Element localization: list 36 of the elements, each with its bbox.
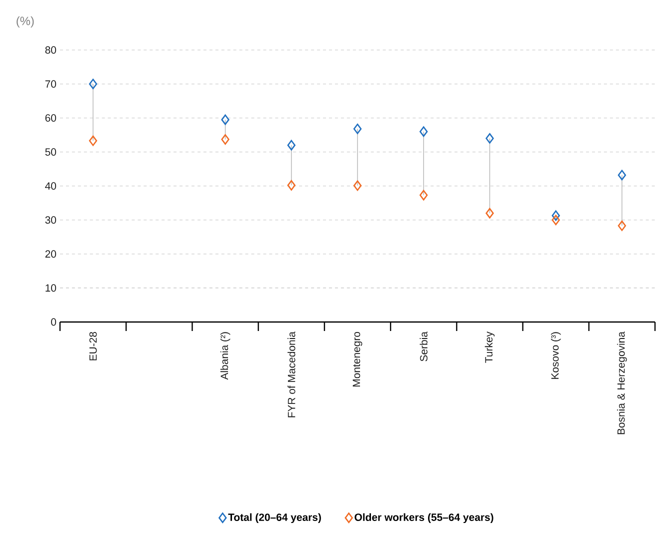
point	[420, 126, 428, 137]
x-tick-label: EU-28	[89, 332, 97, 360]
y-tick-label: 50	[45, 148, 56, 156]
y-tick-label: 70	[45, 80, 56, 88]
legend-label: Total (20–64 years)	[228, 513, 321, 524]
y-tick-label: 10	[46, 284, 56, 292]
y-tick-label: 30	[45, 216, 56, 224]
point	[552, 214, 560, 226]
y-tick-label: 80	[45, 46, 56, 54]
x-tick-label: FYR of Macedonia	[288, 332, 296, 418]
legend-label: Older workers (55–64 years)	[354, 513, 494, 524]
point	[88, 136, 98, 146]
x-tick-label: Turkey	[484, 332, 495, 363]
point	[221, 134, 230, 145]
y-tick-label: 0	[51, 318, 56, 326]
point	[287, 140, 296, 150]
point	[618, 170, 626, 180]
point	[353, 124, 362, 134]
x-tick-label: Montenegro	[352, 332, 362, 386]
x-tick-label: Albania (²)	[220, 332, 230, 380]
point	[618, 220, 626, 232]
x-tick-label: Kosovo (³)	[550, 332, 561, 379]
y-tick-label: 40	[45, 182, 56, 190]
point	[88, 78, 98, 90]
point	[486, 208, 494, 218]
y-tick-label: 60	[45, 114, 56, 122]
x-tick-label: Serbia	[420, 332, 428, 362]
point	[287, 180, 296, 191]
y-tick-label: 20	[45, 250, 56, 258]
x-tick-label: Bosnia & Herzegovina	[617, 332, 627, 434]
y-axis-title: (%)	[16, 16, 34, 28]
point	[486, 133, 494, 144]
point	[420, 190, 428, 200]
point	[353, 180, 362, 191]
point	[221, 114, 230, 125]
point	[552, 210, 560, 221]
